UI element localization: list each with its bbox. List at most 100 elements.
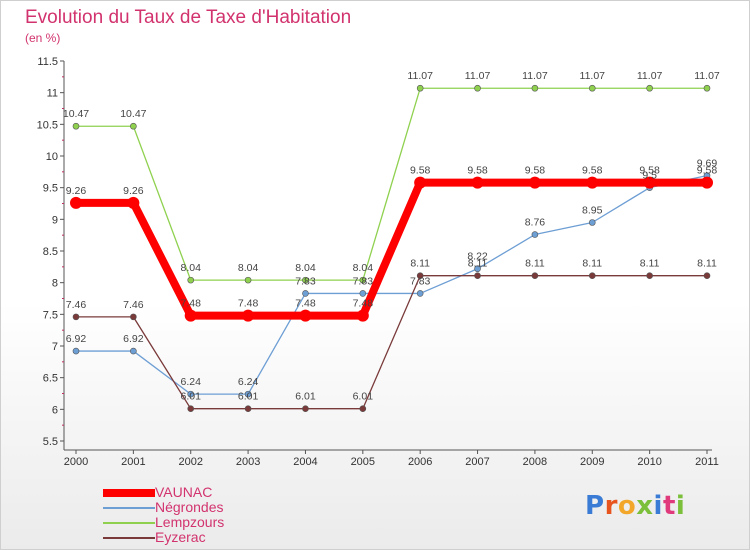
data-label-vaunac: 9.58	[697, 165, 718, 177]
y-tick-label: 9.5	[43, 183, 58, 195]
data-point-eyzerac	[359, 405, 367, 413]
x-tick-label: 2002	[178, 456, 202, 468]
legend-label-vaunac: VAUNAC	[155, 484, 213, 500]
y-tick-label: 10	[46, 151, 58, 163]
data-label-negrondes: 6.92	[123, 333, 144, 345]
data-point-vaunac	[242, 309, 255, 322]
data-point-lempzours	[187, 276, 195, 284]
legend-swatch-lempzours	[103, 522, 155, 524]
x-tick-label: 2007	[465, 456, 489, 468]
data-point-lempzours	[302, 276, 309, 284]
data-point-eyzerac	[588, 272, 596, 280]
data-label-vaunac: 9.26	[123, 185, 144, 197]
chart-unit-note: (en %)	[25, 31, 61, 45]
data-label-negrondes: 7.83	[410, 275, 431, 287]
x-tick-label: 2000	[64, 456, 88, 468]
data-point-negrondes	[302, 290, 309, 297]
data-point-lempzours	[474, 84, 481, 92]
data-label-vaunac: 9.26	[66, 185, 87, 197]
x-tick-label: 2011	[695, 456, 719, 468]
y-tick-label: 6.5	[43, 373, 58, 385]
data-point-negrondes	[72, 347, 80, 355]
logo-letter: t	[662, 491, 676, 521]
data-point-lempzours	[130, 122, 137, 130]
data-point-eyzerac	[187, 405, 195, 413]
data-label-eyzerac: 6.01	[181, 391, 202, 403]
data-point-negrondes	[531, 231, 539, 238]
y-tick-label: 11	[47, 88, 58, 100]
data-point-eyzerac	[244, 405, 252, 413]
data-label-vaunac: 7.48	[181, 298, 202, 310]
data-point-vaunac	[701, 176, 713, 189]
data-label-eyzerac: 8.11	[640, 258, 660, 270]
x-tick-label: 2008	[523, 456, 547, 468]
data-point-vaunac	[586, 176, 599, 189]
data-label-eyzerac: 6.01	[238, 391, 259, 403]
data-point-vaunac	[356, 309, 369, 322]
data-label-lempzours: 11.07	[465, 70, 491, 82]
y-tick-label: 9	[52, 214, 58, 226]
logo-letter: P	[585, 491, 605, 521]
data-label-negrondes: 9.69	[697, 158, 718, 170]
x-tick-label: 2010	[637, 456, 661, 468]
data-label-lempzours: 10.47	[63, 108, 89, 120]
data-label-negrondes: 8.76	[525, 217, 546, 229]
logo-letter: i	[675, 491, 686, 521]
y-tick-label: 11.5	[37, 56, 58, 68]
data-point-vaunac	[299, 309, 312, 322]
data-point-vaunac	[643, 176, 656, 189]
logo-letter: r	[604, 491, 618, 521]
y-tick-label: 5.5	[43, 436, 58, 448]
series-line-eyzerac	[76, 275, 707, 410]
data-label-vaunac: 7.48	[353, 298, 374, 310]
data-label-eyzerac: 7.46	[123, 299, 144, 311]
data-point-negrondes	[130, 347, 137, 355]
data-label-negrondes: 8.95	[582, 205, 603, 217]
x-tick-label: 2003	[236, 456, 260, 468]
data-label-vaunac: 7.48	[295, 298, 316, 310]
data-label-lempzours: 11.07	[522, 70, 548, 82]
x-tick-label: 2005	[351, 456, 375, 468]
logo-letter: i	[653, 491, 663, 521]
y-tick-label: 8	[52, 278, 58, 290]
legend-label-negrondes: Négrondes	[155, 499, 224, 515]
x-tick-label: 2006	[408, 456, 432, 468]
data-point-negrondes	[588, 219, 596, 226]
legend-label-eyzerac: Eyzerac	[155, 529, 206, 545]
data-point-lempzours	[588, 84, 596, 92]
legend-label-lempzours: Lempzours	[155, 514, 225, 530]
data-label-negrondes: 7.83	[353, 275, 374, 287]
data-label-eyzerac: 8.11	[468, 258, 488, 270]
legend-swatch-eyzerac	[103, 537, 155, 539]
legend-swatch-negrondes	[103, 507, 155, 509]
data-label-negrondes: 9.5	[642, 170, 657, 182]
data-point-vaunac	[184, 309, 197, 322]
data-label-lempzours: 8.04	[353, 262, 374, 274]
data-point-eyzerac	[474, 272, 481, 280]
data-label-lempzours: 8.04	[181, 262, 202, 274]
x-tick-label: 2009	[580, 456, 604, 468]
data-label-negrondes: 6.24	[181, 376, 202, 388]
data-point-negrondes	[359, 290, 367, 297]
data-point-eyzerac	[302, 405, 309, 413]
series-line-vaunac	[76, 178, 707, 320]
data-label-eyzerac: 8.11	[582, 258, 602, 270]
data-point-negrondes	[244, 390, 252, 398]
data-point-eyzerac	[531, 272, 539, 280]
data-point-vaunac	[414, 176, 427, 189]
data-label-eyzerac: 6.01	[353, 391, 374, 403]
proxiti-logo: Proxiti	[585, 491, 685, 521]
logo-letter: o	[617, 491, 637, 521]
data-label-lempzours: 11.07	[580, 70, 606, 82]
data-label-eyzerac: 8.11	[525, 258, 545, 270]
data-label-lempzours: 10.47	[120, 108, 146, 120]
data-label-vaunac: 9.58	[410, 165, 431, 177]
legend-swatch-vaunac	[103, 489, 155, 497]
data-label-lempzours: 8.04	[295, 262, 316, 274]
logo-letter: x	[636, 491, 654, 521]
data-point-vaunac	[528, 176, 541, 189]
data-point-lempzours	[703, 84, 711, 92]
data-point-eyzerac	[646, 272, 653, 280]
